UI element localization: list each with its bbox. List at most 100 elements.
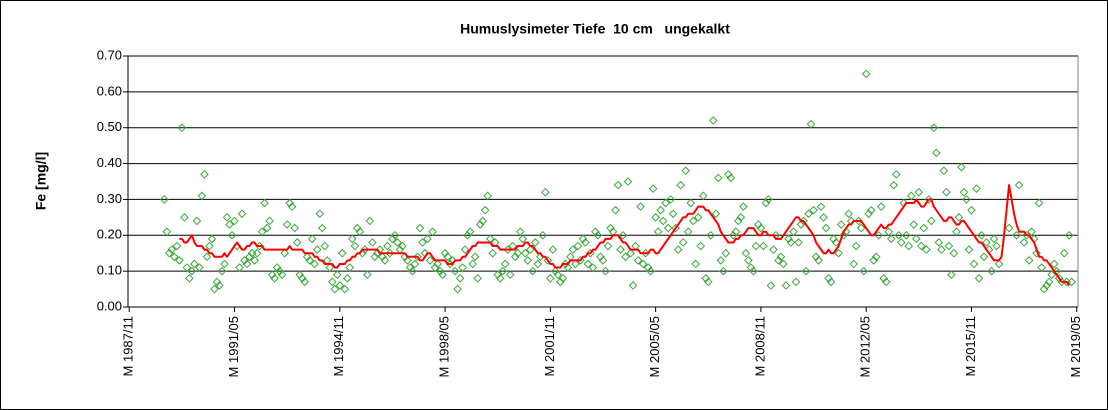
data-point [601, 266, 610, 276]
data-point [325, 263, 335, 272]
data-point [646, 266, 655, 276]
data-point [195, 263, 204, 272]
data-point [453, 284, 462, 294]
data-point [591, 227, 600, 237]
y-tick-label: 0.30 [97, 191, 122, 206]
data-point [177, 123, 187, 133]
data-point [791, 277, 801, 287]
data-point [658, 216, 668, 226]
data-point [498, 266, 508, 276]
data-point [450, 266, 460, 276]
data-point [465, 227, 475, 237]
data-point [596, 252, 605, 262]
data-point [558, 274, 568, 283]
data-point [581, 238, 590, 247]
data-point [363, 270, 372, 280]
data-point [1027, 227, 1036, 237]
data-point [879, 274, 889, 283]
data-point [638, 259, 648, 269]
data-point [676, 180, 686, 190]
data-point [1032, 248, 1041, 258]
plot-area [128, 56, 1078, 307]
data-point [463, 230, 472, 240]
data-point [338, 248, 347, 258]
data-point [332, 270, 342, 280]
data-point [225, 220, 234, 229]
data-point [365, 216, 375, 226]
data-point [252, 248, 262, 258]
data-point [937, 245, 946, 254]
data-point [515, 227, 525, 237]
data-point [455, 274, 465, 283]
data-point [611, 205, 620, 215]
data-point [653, 227, 663, 237]
data-point [598, 256, 608, 265]
data-point [425, 256, 435, 265]
data-point [656, 205, 665, 215]
data-point [806, 119, 816, 129]
data-point [388, 234, 397, 244]
data-point [227, 230, 237, 240]
data-point [859, 266, 868, 276]
data-point [942, 187, 951, 197]
data-point [633, 256, 643, 265]
data-point [200, 170, 209, 179]
data-point [185, 274, 194, 283]
x-tick-label: M 2012/05 [858, 316, 873, 377]
data-point [390, 230, 400, 240]
data-point [428, 227, 437, 237]
data-point [713, 173, 723, 183]
y-tick-label: 0.40 [97, 155, 122, 170]
data-point [801, 266, 811, 276]
data-point [643, 263, 653, 272]
x-tick-label: M 2008/11 [752, 316, 767, 376]
data-point [839, 230, 848, 240]
data-point [741, 248, 751, 258]
data-point [876, 202, 886, 211]
data-point [914, 187, 924, 197]
data-point [821, 223, 831, 233]
data-point [1039, 284, 1049, 294]
data-point [719, 266, 728, 276]
y-tick-label: 0.70 [97, 47, 122, 62]
data-point [708, 116, 718, 125]
data-point [270, 274, 279, 283]
data-point [987, 266, 996, 276]
data-point [979, 252, 989, 262]
data-point [312, 245, 322, 254]
data-point [573, 241, 583, 251]
data-point [613, 180, 623, 190]
data-point [992, 241, 1001, 251]
data-point [348, 234, 357, 244]
data-point [884, 227, 894, 237]
data-point [698, 191, 708, 201]
data-point [197, 191, 207, 201]
data-point [370, 252, 380, 262]
data-point [786, 238, 796, 247]
data-point [162, 227, 172, 237]
data-point [964, 245, 974, 254]
plot [160, 69, 1077, 294]
x-tick-label: M 1991/05 [226, 316, 241, 377]
data-point [651, 213, 660, 222]
data-point [932, 148, 941, 158]
data-point [443, 252, 452, 262]
data-point [974, 274, 984, 283]
data-point [683, 227, 693, 237]
data-point [330, 284, 340, 294]
y-tick-label: 0.00 [97, 298, 122, 313]
data-point [751, 241, 761, 251]
data-point [796, 220, 806, 229]
data-point [912, 234, 921, 244]
data-point [398, 241, 407, 251]
data-point [1067, 277, 1077, 287]
data-point [493, 270, 503, 280]
data-point [495, 274, 505, 283]
data-point [889, 180, 899, 190]
data-point [769, 245, 778, 254]
data-point [851, 241, 861, 251]
data-point [160, 195, 169, 204]
data-point [869, 256, 879, 265]
data-point [1034, 198, 1044, 208]
data-point [470, 252, 480, 262]
